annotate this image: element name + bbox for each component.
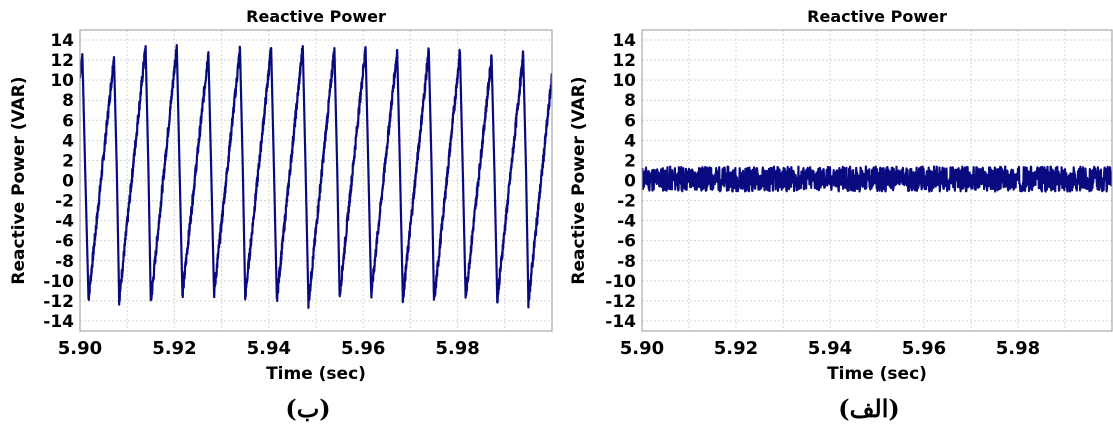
y-tick-label: -6 [617,232,636,252]
y-tick-label: 6 [62,111,74,131]
y-tick-label: 4 [624,131,636,151]
chart-title: Reactive Power [246,7,386,26]
y-tick-label: -6 [55,232,74,252]
y-tick-label: 2 [624,151,636,171]
y-tick-label: 14 [612,31,636,51]
x-tick-label: 5.94 [808,338,852,359]
y-tick-label: 6 [624,111,636,131]
x-tick-label: 5.98 [996,338,1040,359]
chart-panel-alef: 14 12 10 8 6 4 2 0 -2 -4 -6 -8 -10 -12 -14 5.90 5.92 5.94… [556,0,1113,437]
y-tick-label: -4 [55,212,74,232]
y-tick-label: -10 [605,272,636,292]
y-tick-label: -12 [43,292,74,312]
y-axis-label: Reactive Power (VAR) [569,76,589,284]
chart-title: Reactive Power [807,7,947,26]
panel-caption: (ب) [285,394,330,423]
y-tick-label: -2 [617,192,636,212]
y-tick-label: -14 [605,312,636,332]
reactive-power-series-line [642,165,1112,193]
x-tick-label: 5.96 [902,338,946,359]
y-tick-label: 2 [62,151,74,171]
y-tick-label: 4 [62,131,74,151]
y-tick-label: 14 [50,31,74,51]
y-tick-label: 8 [624,91,636,111]
y-axis-label: Reactive Power (VAR) [9,76,29,284]
y-tick-label: -8 [55,252,74,272]
plot-frame [79,29,553,332]
y-tick-label: 10 [612,71,636,91]
panel-caption: (الف) [838,394,900,423]
y-tick-label: 12 [612,51,636,71]
y-tick-label: -14 [43,312,74,332]
x-tick-label: 5.92 [152,338,196,359]
plot-frame [641,29,1113,332]
y-tick-label: 10 [50,71,74,91]
y-tick-label: -10 [43,272,74,292]
y-tick-label: -8 [617,252,636,272]
y-tick-label: -2 [55,192,74,212]
x-tick-label: 5.96 [341,338,385,359]
x-tick-label: 5.98 [435,338,479,359]
y-tick-label: 12 [50,51,74,71]
x-tick-label: 5.94 [247,338,291,359]
reactive-power-series-line [80,43,552,309]
x-axis-label: Time (sec) [266,364,366,384]
y-tick-label: -4 [617,212,636,232]
y-tick-label: -12 [605,292,636,312]
x-axis-label: Time (sec) [827,364,927,384]
x-tick-label: 5.90 [58,338,102,359]
chart-panel-b: 14 12 10 8 6 4 2 0 -2 -4 -6 -8 -10 -12 -14 5.90 5.92 5.94… [0,0,556,437]
y-tick-label: 0 [624,172,636,192]
y-tick-label: 8 [62,91,74,111]
x-tick-label: 5.90 [620,338,664,359]
y-tick-label: 0 [62,172,74,192]
x-tick-label: 5.92 [714,338,758,359]
